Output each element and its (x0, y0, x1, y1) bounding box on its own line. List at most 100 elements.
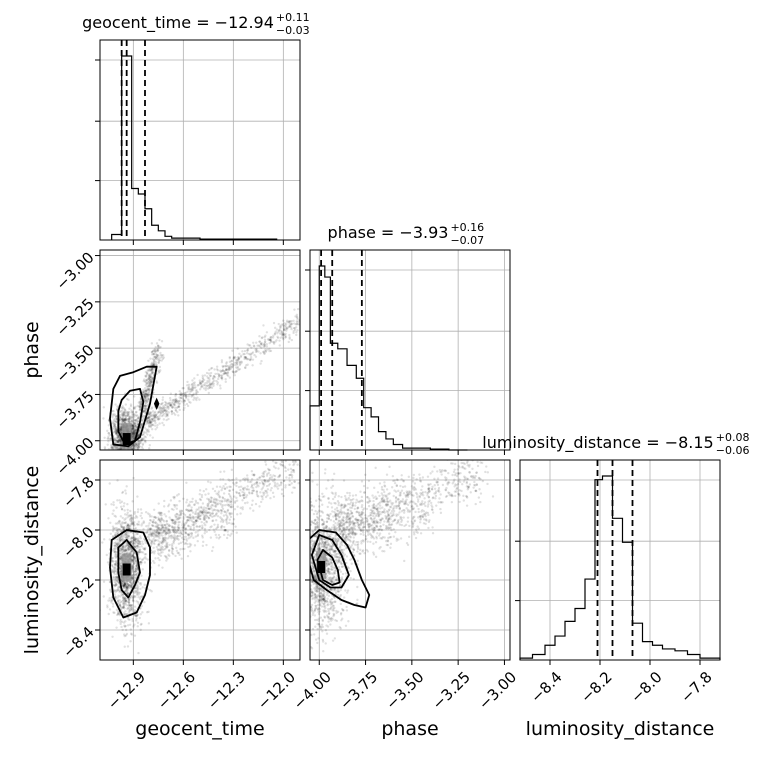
scatter-point (144, 389, 147, 392)
scatter-point (120, 525, 124, 529)
scatter-point (290, 319, 293, 323)
scatter-point (115, 613, 119, 617)
scatter-point (137, 520, 140, 524)
scatter-point (119, 427, 122, 430)
scatter-point (165, 530, 168, 534)
scatter-point (147, 387, 151, 390)
scatter-point (131, 427, 134, 430)
scatter-point (131, 427, 134, 431)
scatter-point (174, 413, 177, 416)
scatter-point (290, 322, 294, 325)
scatter-point (127, 545, 131, 548)
scatter-point (296, 307, 300, 311)
scatter-point (137, 434, 140, 437)
scatter-point (121, 419, 125, 422)
scatter-point (150, 418, 154, 421)
scatter-point (124, 588, 128, 592)
scatter-point (252, 489, 255, 492)
scatter-point (292, 470, 296, 474)
scatter-point (121, 416, 125, 419)
scatter-point (132, 426, 135, 429)
scatter-point (278, 327, 282, 330)
scatter-point (117, 438, 121, 442)
scatter-point (243, 357, 246, 361)
scatter-point (144, 452, 146, 454)
scatter-point (246, 485, 249, 488)
scatter-point (159, 403, 163, 406)
scatter-point (273, 474, 277, 478)
scatter-point (144, 409, 147, 412)
scatter-point (122, 525, 126, 529)
scatter-point (186, 542, 189, 546)
scatter-point (172, 540, 175, 543)
scatter-point (138, 407, 142, 411)
scatter-point (118, 520, 121, 523)
scatter-point (159, 534, 162, 537)
scatter-point (242, 494, 245, 497)
scatter-point (141, 442, 145, 445)
scatter-point (147, 377, 150, 380)
scatter-point (150, 353, 154, 356)
scatter-point (119, 431, 123, 434)
scatter-point (139, 542, 142, 546)
scatter-point (152, 352, 155, 356)
scatter-point (171, 519, 174, 522)
scatter-point (145, 419, 149, 423)
scatter-point (177, 551, 180, 555)
scatter-point (154, 521, 157, 525)
scatter-point (160, 526, 163, 530)
scatter-point (267, 467, 270, 471)
scatter-point (149, 411, 152, 414)
panel-border (99, 39, 301, 241)
scatter-point (223, 470, 226, 473)
scatter-point (111, 534, 115, 538)
scatter-point (124, 599, 127, 602)
scatter-point (268, 476, 272, 480)
scatter-point (133, 422, 137, 426)
scatter-point (113, 570, 117, 573)
scatter-point (104, 503, 107, 506)
scatter-point (117, 521, 120, 524)
scatter-point (162, 539, 165, 543)
scatter-point (260, 488, 263, 491)
scatter-point (170, 536, 173, 540)
scatter-point (113, 584, 116, 588)
scatter-point (114, 550, 117, 554)
scatter-point (121, 546, 125, 549)
scatter-point (176, 529, 180, 532)
scatter-point (145, 389, 148, 392)
scatter-point (221, 505, 224, 509)
scatter-point (219, 516, 222, 519)
scatter-point (201, 524, 204, 527)
scatter-point (237, 357, 240, 360)
scatter-point (130, 517, 133, 520)
scatter-point (145, 393, 149, 397)
scatter-point (115, 567, 118, 571)
scatter-point (151, 368, 154, 371)
scatter-point (123, 634, 126, 638)
scatter-point (118, 557, 122, 560)
scatter-point (128, 454, 130, 456)
scatter-point (204, 388, 207, 392)
scatter-point (293, 327, 296, 330)
scatter-point (292, 463, 295, 467)
scatter-point (162, 530, 165, 534)
scatter-point (139, 425, 142, 429)
scatter-point (131, 431, 135, 434)
scatter-point (237, 485, 241, 489)
scatter-point (114, 553, 118, 556)
scatter-point (131, 596, 135, 599)
scatter-point (144, 374, 147, 377)
scatter-point (120, 625, 123, 629)
scatter-point (132, 537, 135, 540)
scatter-point (157, 532, 161, 535)
scatter-point (239, 354, 243, 357)
scatter-point (113, 453, 115, 455)
scatter-point (182, 526, 186, 529)
scatter-point (131, 432, 135, 435)
scatter-point (193, 544, 197, 547)
scatter-point (175, 494, 179, 497)
scatter-point (138, 439, 141, 443)
scatter-point (143, 439, 146, 442)
scatter-point (112, 420, 115, 423)
